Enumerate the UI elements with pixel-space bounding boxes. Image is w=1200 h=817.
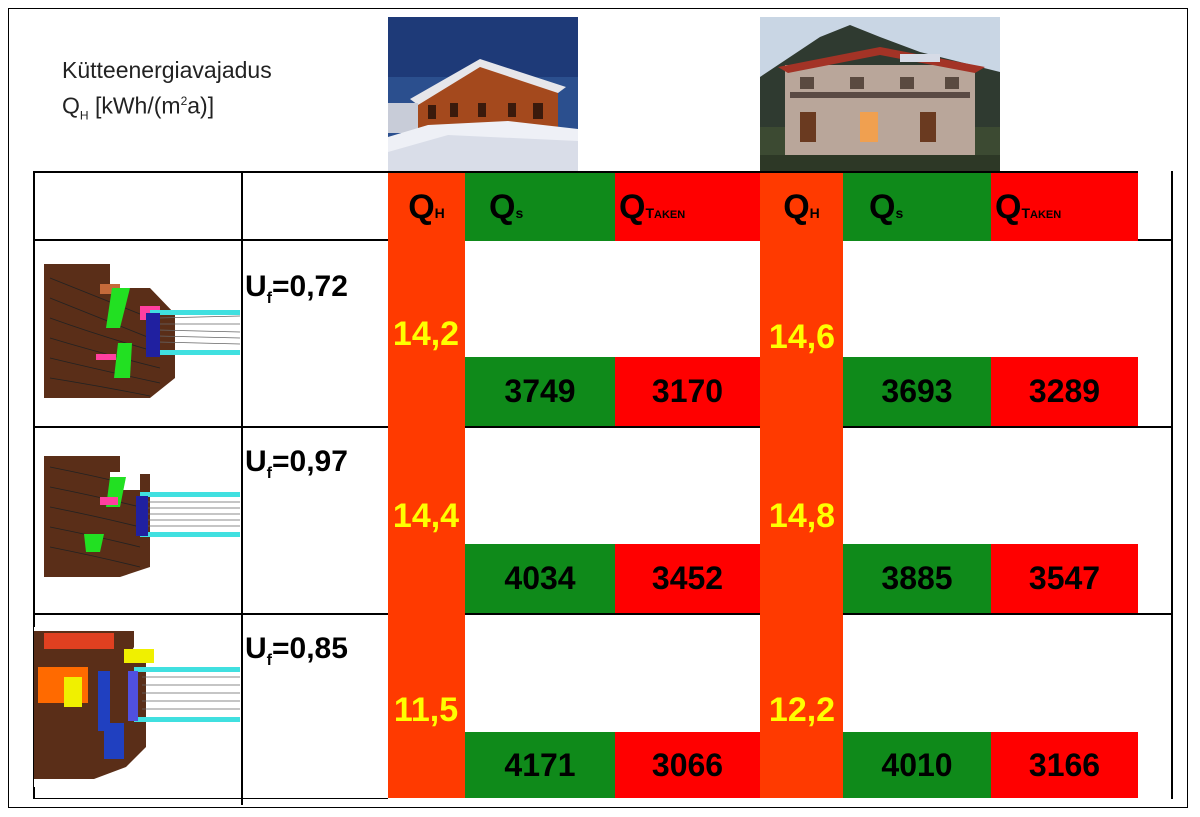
qh-value-row2-house2: 14,8	[768, 496, 836, 535]
table-bottom-line	[33, 798, 388, 799]
qs-value-row2-house1: 4034	[465, 544, 615, 613]
frame-section-image-1	[40, 258, 240, 408]
uf-label-row3: Uf=0,85	[245, 632, 348, 669]
qs-value-row1-house2: 3693	[843, 357, 991, 426]
qt-value-row1-house1: 3170	[615, 357, 760, 426]
table-col1-line	[241, 171, 243, 805]
table-top-line	[33, 171, 1138, 173]
page-title: Kütteenergiavajadus QH [kWh/(m2a)]	[62, 55, 272, 131]
qt-value-row3-house1: 3066	[615, 732, 760, 798]
qt-value-row2-house2: 3547	[991, 544, 1138, 613]
table-row3-line	[33, 613, 1171, 615]
qs-value-row3-house2: 4010	[843, 732, 991, 798]
house-photo-2	[760, 17, 1000, 171]
qt-value-row2-house1: 3452	[615, 544, 760, 613]
frame-section-image-2	[40, 452, 240, 582]
frame-section-image-3	[34, 627, 240, 787]
qt-value-row1-house2: 3289	[991, 357, 1138, 426]
header-qt-2: Q TAKEN	[991, 173, 1138, 241]
qh-value-row1-house2: 14,6	[768, 317, 836, 356]
table-left-line	[33, 171, 35, 799]
title-line1: Kütteenergiavajadus	[62, 57, 272, 83]
qs-value-row3-house1: 4171	[465, 732, 615, 798]
uf-label-row2: Uf=0,97	[245, 445, 348, 482]
qh-value-row1-house1: 14,2	[392, 314, 460, 353]
qh-bar-2b	[760, 614, 843, 798]
slide-frame	[8, 8, 1188, 808]
qh-bar-2	[760, 241, 843, 614]
uf-label-row1: Uf=0,72	[245, 270, 348, 307]
qh-bar-1	[388, 241, 465, 798]
qh-value-row2-house1: 14,4	[392, 496, 460, 535]
header-qt-1: Q TAKEN	[615, 173, 760, 241]
qt-value-row3-house2: 3166	[991, 732, 1138, 798]
table-row2-line	[33, 426, 1171, 428]
qs-value-row1-house1: 3749	[465, 357, 615, 426]
house-photo-1	[388, 17, 578, 171]
title-line2: QH [kWh/(m2a)]	[62, 92, 215, 123]
qh-value-row3-house2: 12,2	[768, 690, 836, 729]
qs-value-row2-house2: 3885	[843, 544, 991, 613]
qh-value-row3-house1: 11,5	[393, 690, 459, 729]
table-right-line	[1171, 171, 1173, 799]
